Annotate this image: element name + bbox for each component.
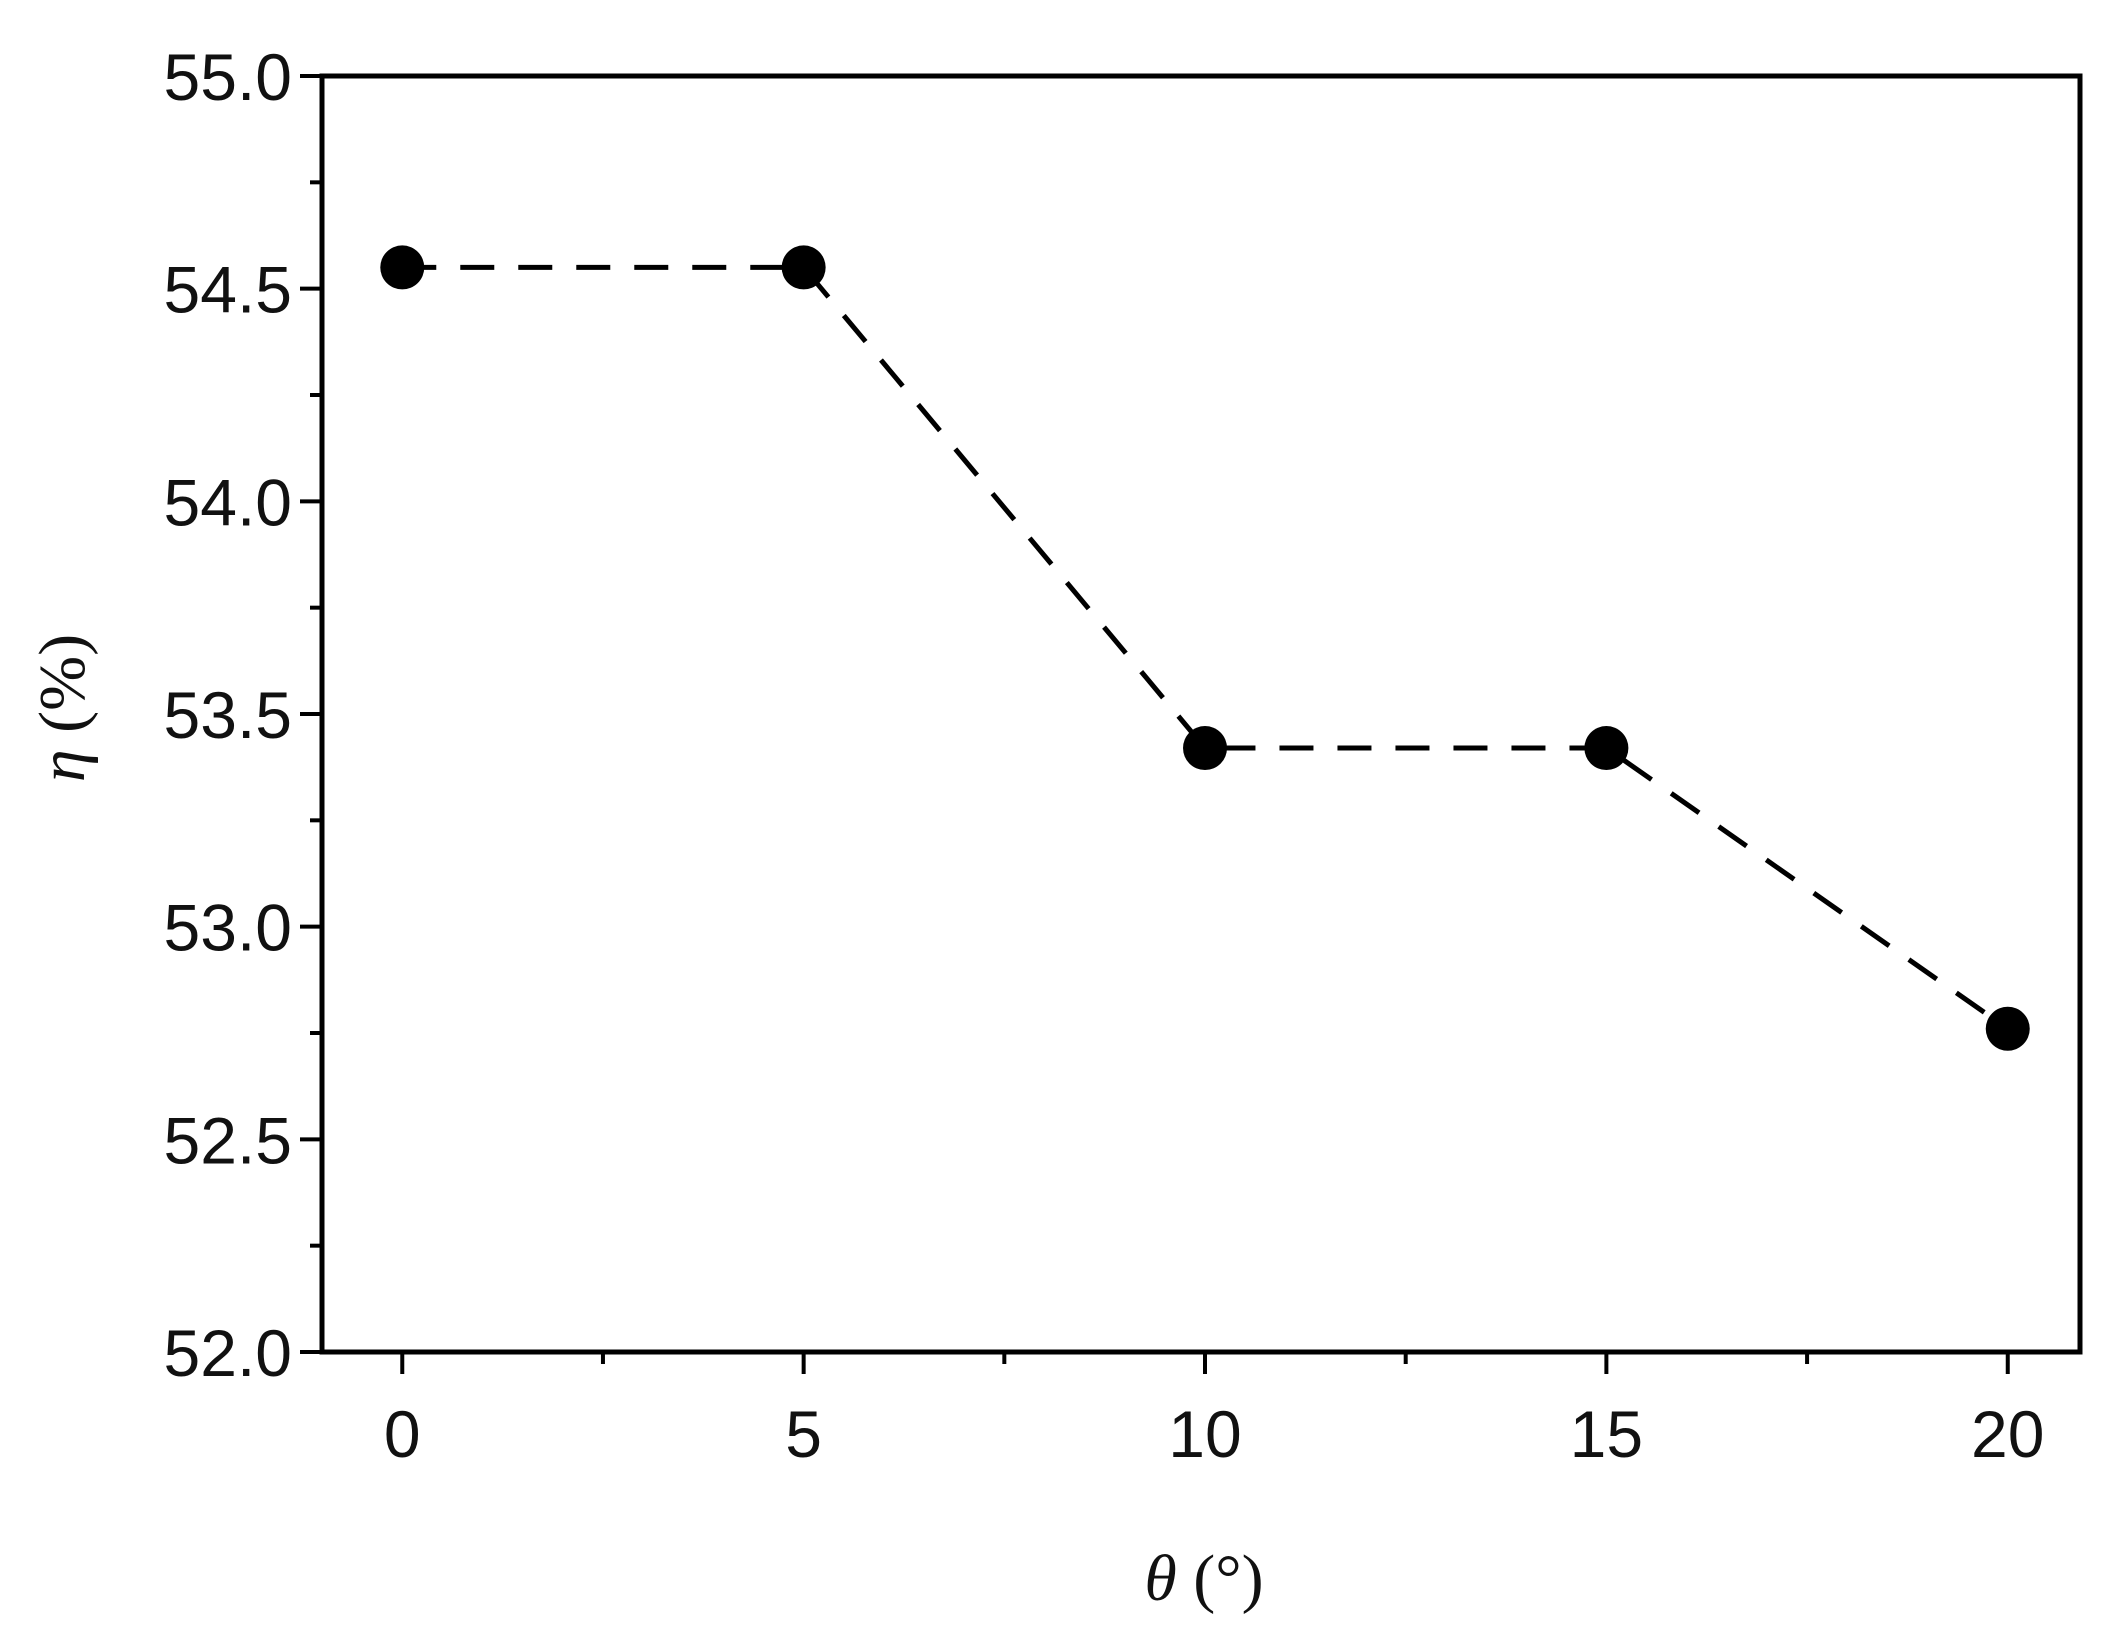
y-tick-label: 53.5 — [164, 678, 292, 752]
data-point — [1183, 726, 1228, 771]
y-tick-label: 52.0 — [164, 1316, 292, 1390]
y-tick-label: 54.0 — [164, 465, 292, 539]
y-tick-label: 54.5 — [164, 253, 292, 327]
data-point — [1584, 726, 1629, 771]
series-line — [402, 264, 2010, 1031]
y-tick-label: 52.5 — [164, 1103, 292, 1177]
x-axis-unit: (°) — [1177, 1542, 1264, 1615]
x-tick-label: 15 — [1570, 1397, 1643, 1471]
data-point — [781, 245, 826, 290]
x-axis-symbol: θ — [1144, 1542, 1176, 1615]
series-layer — [380, 245, 2030, 1051]
y-axis-symbol: η — [26, 749, 99, 782]
y-axis-unit: (%) — [26, 634, 99, 749]
y-axis-label: η (%) — [26, 634, 99, 782]
data-point — [380, 245, 425, 290]
x-axis-label: θ (°) — [1144, 1542, 1263, 1615]
x-axis: 0 5 10 15 20 — [384, 1352, 2044, 1471]
x-tick-label: 5 — [785, 1397, 822, 1471]
y-tick-label: 53.0 — [164, 891, 292, 965]
x-tick-label: 0 — [384, 1397, 421, 1471]
y-tick-label: 55.0 — [164, 40, 292, 114]
data-point — [1985, 1006, 2030, 1051]
x-tick-label: 20 — [1971, 1397, 2044, 1471]
x-tick-label: 10 — [1168, 1397, 1241, 1471]
y-axis: 52.0 52.5 53.0 53.5 54.0 54.5 55.0 — [164, 40, 322, 1390]
